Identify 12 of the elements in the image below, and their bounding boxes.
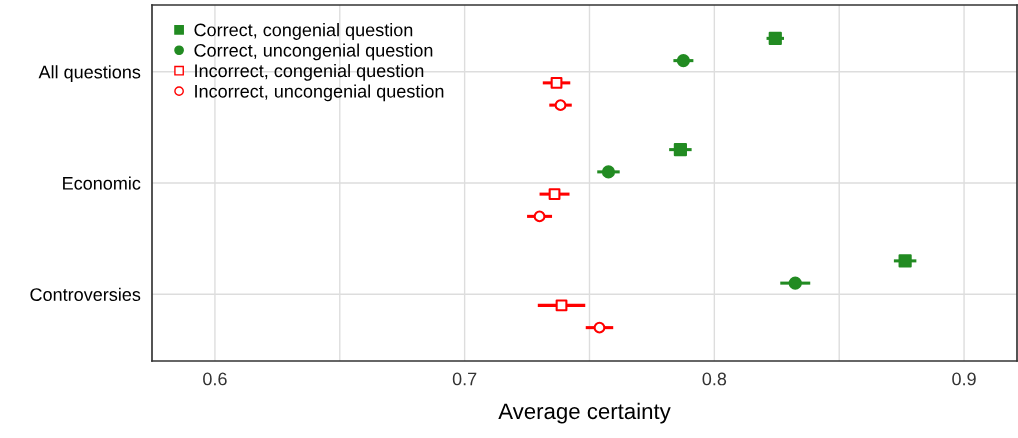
x-axis-title: Average certainty [498,402,671,424]
x-tick-label: 0.8 [702,372,727,386]
legend-label: Incorrect, congenial question [195,63,424,81]
x-tick-label: 0.6 [203,372,227,386]
legend-label: Correct, congenial question [194,23,413,40]
y-tick-label: Controversies [30,287,141,301]
legend-label: Correct, uncongenial question [194,43,433,61]
legend-label: Incorrect, uncongenial question [195,84,444,102]
x-tick-label: 0.9 [952,372,976,386]
x-tick-label: 0.7 [452,372,477,386]
y-tick-label: Economic [63,176,141,190]
y-tick-label: All questions [38,65,141,83]
